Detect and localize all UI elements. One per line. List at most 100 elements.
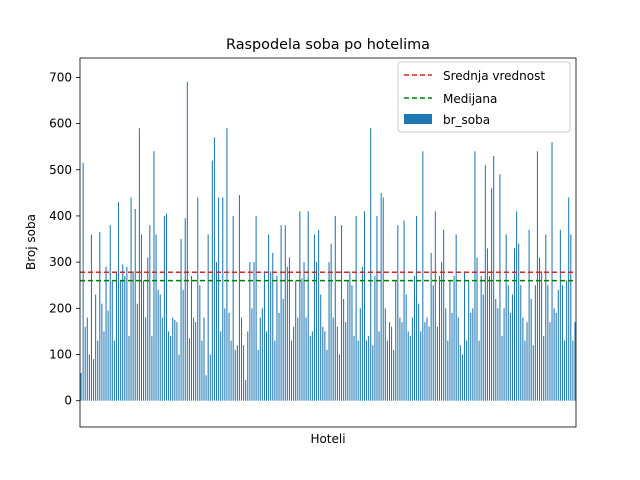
bar-209 (516, 211, 518, 401)
bar-208 (514, 248, 516, 401)
bar-91 (270, 271, 272, 401)
bar-129 (349, 271, 351, 401)
bar-114 (318, 229, 320, 401)
bar-37 (157, 289, 159, 401)
bar-72 (230, 340, 232, 401)
bar-16 (113, 340, 115, 401)
bar-100 (288, 257, 290, 401)
bar-92 (272, 252, 274, 401)
bar-118 (326, 349, 328, 401)
bar-62 (209, 354, 211, 401)
bar-121 (332, 317, 334, 401)
bar-40 (163, 215, 165, 401)
bar-33 (149, 225, 151, 401)
bar-51 (186, 82, 188, 401)
bar-207 (511, 294, 513, 401)
bar-219 (536, 151, 538, 401)
bar-74 (234, 349, 236, 401)
bar-65 (215, 262, 218, 401)
bar-180 (455, 234, 457, 401)
bar-113 (316, 262, 318, 401)
bar-109 (307, 211, 309, 401)
x-axis-label: Hoteli (310, 432, 345, 446)
bar-236 (572, 340, 574, 401)
bar-164 (422, 151, 424, 401)
bar-225 (549, 322, 551, 401)
bar-103 (295, 280, 297, 401)
bar-234 (568, 197, 570, 401)
bar-162 (418, 303, 420, 401)
bar-98 (284, 225, 286, 401)
bar-99 (286, 266, 288, 401)
bar-110 (309, 336, 311, 401)
bar-235 (570, 234, 572, 401)
bar-137 (366, 340, 368, 401)
reference-lines (80, 271, 576, 282)
bar-13 (107, 310, 109, 401)
bar-185 (466, 340, 468, 401)
bar-50 (184, 218, 186, 401)
y-tick-label-100: 100 (49, 347, 72, 361)
bar-83 (253, 262, 255, 401)
bar-56 (197, 197, 199, 401)
bar-107 (303, 262, 305, 401)
bar-32 (147, 257, 149, 401)
bar-139 (370, 128, 372, 401)
bar-123 (336, 326, 338, 401)
bar-60 (205, 375, 207, 401)
bar-175 (445, 308, 447, 401)
y-axis-label: Broj soba (24, 214, 38, 270)
bar-77 (240, 317, 243, 401)
bar-9 (99, 232, 101, 401)
y-tick-label-200: 200 (49, 301, 72, 315)
bar-152 (397, 225, 399, 401)
bar-223 (545, 234, 547, 401)
bar-48 (180, 239, 182, 401)
bar-10 (101, 303, 103, 401)
bar-214 (526, 322, 528, 401)
bar-28 (138, 128, 140, 401)
bar-79 (245, 379, 247, 401)
bar-221 (541, 271, 543, 401)
bar-179 (453, 275, 455, 401)
bar-200 (497, 308, 499, 401)
bar-42 (168, 331, 170, 401)
bar-5 (90, 234, 92, 401)
bar-126 (343, 299, 345, 401)
bar-183 (461, 354, 463, 401)
bar-120 (330, 243, 332, 401)
bar-38 (159, 294, 161, 401)
bar-128 (347, 280, 349, 401)
bar-34 (151, 336, 153, 401)
bar-90 (268, 234, 270, 401)
bar-4 (88, 354, 90, 401)
bar-136 (363, 211, 365, 401)
bar-15 (111, 280, 113, 401)
bar-172 (438, 275, 441, 401)
bar-229 (557, 289, 559, 401)
bar-155 (403, 220, 405, 401)
bar-89 (266, 331, 268, 401)
bar-159 (411, 317, 413, 401)
bar-171 (436, 326, 438, 401)
bar-150 (393, 349, 395, 401)
bar-41 (165, 213, 168, 401)
bar-227 (553, 308, 555, 401)
bar-22 (126, 266, 128, 401)
bar-112 (313, 234, 315, 401)
bar-216 (530, 299, 532, 401)
bar-211 (520, 285, 522, 401)
bar-228 (555, 312, 557, 401)
bar-184 (463, 271, 466, 401)
bar-196 (488, 275, 491, 401)
bar-194 (484, 165, 486, 401)
bar-163 (420, 331, 422, 401)
bar-145 (382, 197, 384, 401)
bar-132 (355, 215, 357, 401)
bar-237 (574, 322, 576, 401)
bar-111 (311, 331, 313, 401)
bar-116 (322, 326, 324, 401)
bar-1 (82, 162, 84, 401)
bar-45 (174, 319, 176, 401)
bar-231 (561, 285, 563, 401)
